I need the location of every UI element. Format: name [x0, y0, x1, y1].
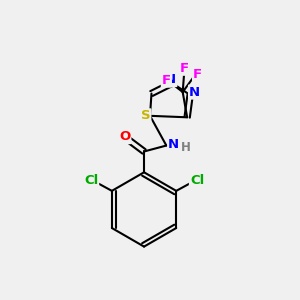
Text: N: N	[168, 138, 179, 151]
Text: O: O	[119, 130, 130, 143]
Text: S: S	[141, 109, 150, 122]
Text: N: N	[189, 85, 200, 98]
Text: H: H	[181, 140, 190, 154]
Text: F: F	[193, 68, 202, 81]
Text: Cl: Cl	[84, 174, 98, 187]
Text: F: F	[162, 74, 171, 87]
Text: Cl: Cl	[190, 174, 204, 187]
Text: N: N	[165, 73, 176, 86]
Text: F: F	[180, 62, 189, 75]
